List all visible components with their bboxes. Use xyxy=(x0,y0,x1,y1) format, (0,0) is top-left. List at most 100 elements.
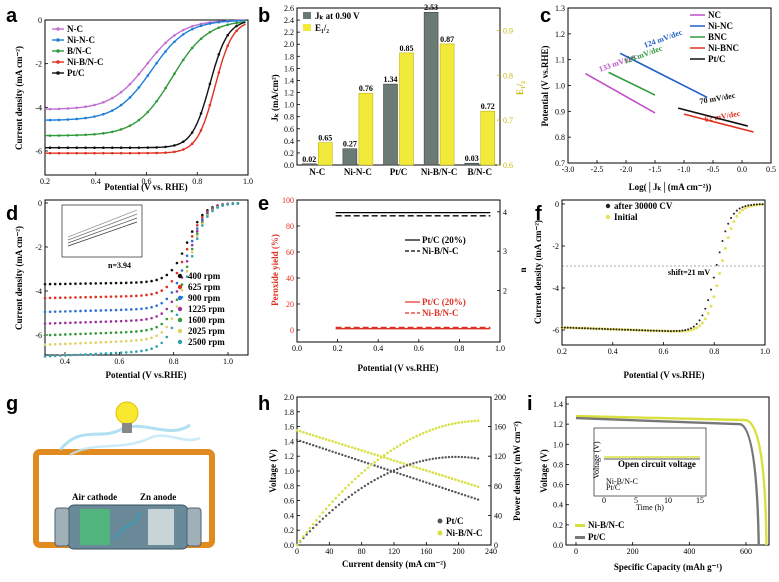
panel-h-y2tick-label: 200 xyxy=(494,393,506,402)
voltage-point-pt xyxy=(328,449,331,452)
power-point-pt xyxy=(415,461,418,464)
data-point-after xyxy=(695,323,698,326)
data-label-jk: 0.02 xyxy=(302,155,316,164)
panel-b-y2tick-label: 0.7 xyxy=(503,116,513,125)
power-point-ni xyxy=(353,477,357,481)
data-point xyxy=(170,300,174,304)
data-point xyxy=(93,115,96,118)
panel-c: -3.0 -2.5 -2.0 -1.5 -1.0 -0.5 0.0 0.5 1.3 1.2 1.1 1… xyxy=(540,4,776,193)
data-point xyxy=(119,90,123,94)
data-point xyxy=(94,309,98,312)
panel-e-frame xyxy=(296,199,501,343)
data-point xyxy=(114,340,118,343)
data-point xyxy=(199,128,203,132)
data-point xyxy=(181,58,185,62)
data-point xyxy=(190,235,194,238)
legend-label: 900 rpm xyxy=(188,293,221,303)
panel-i-ytick-label: 0.6 xyxy=(553,481,563,490)
data-point xyxy=(195,229,199,233)
voltage-point-ni xyxy=(389,458,393,461)
power-point-ni xyxy=(437,425,441,429)
power-point-ni xyxy=(376,458,380,462)
voltage-point-ni xyxy=(337,442,341,445)
panel-e-y2label: n xyxy=(518,267,528,272)
data-point xyxy=(53,333,57,337)
data-point xyxy=(160,341,164,345)
data-point xyxy=(114,320,118,323)
data-point xyxy=(66,151,70,155)
data-point xyxy=(190,254,194,258)
power-point-ni xyxy=(315,518,318,522)
data-point xyxy=(150,316,153,320)
data-point xyxy=(155,61,158,65)
power-point-pt xyxy=(444,456,447,459)
data-point xyxy=(69,353,72,357)
legend-label: BNC xyxy=(708,32,727,42)
data-point xyxy=(74,353,77,357)
data-point xyxy=(129,330,133,334)
voltage-point-ni xyxy=(395,460,399,463)
panel-i-xtick-label: 0 xyxy=(574,547,578,556)
voltage-point-pt xyxy=(386,468,389,471)
panel-c-ytick-label: 0.8 xyxy=(555,133,565,142)
panel-f-xtick-label: 0.4 xyxy=(608,347,618,356)
data-point xyxy=(217,26,221,29)
legend-e12: E₁/₂ xyxy=(315,23,329,33)
data-point xyxy=(48,310,52,314)
power-point-ni xyxy=(457,421,460,424)
curve-ninc xyxy=(44,19,246,121)
data-point xyxy=(185,275,189,279)
panel-d-xtick-label: 0.4 xyxy=(60,357,70,366)
power-point-pt xyxy=(396,467,399,471)
data-point xyxy=(201,215,204,219)
data-point xyxy=(164,151,167,154)
data-point xyxy=(53,342,57,346)
panel-f-ytick-label: -2 xyxy=(552,242,559,251)
data-point xyxy=(79,309,82,313)
legend-f-after: after 30000 CV xyxy=(614,201,673,211)
data-point xyxy=(137,118,141,122)
data-point xyxy=(66,107,70,110)
panel-c-ytick-label: 1.3 xyxy=(555,4,565,13)
data-point xyxy=(150,347,153,350)
voltage-point-ni xyxy=(399,461,402,464)
data-point xyxy=(129,339,133,343)
legend-e-top-ni: Ni-B/N-C xyxy=(422,246,459,256)
data-label-jk: 0.03 xyxy=(465,154,479,163)
category-label: N-C xyxy=(309,167,325,177)
panel-f-ytick-label: 0 xyxy=(555,200,559,209)
data-point xyxy=(160,289,164,292)
power-point-ni xyxy=(467,420,470,423)
panel-letter-c: c xyxy=(540,5,551,27)
data-point-initial xyxy=(735,214,739,218)
data-point xyxy=(226,33,229,37)
data-point xyxy=(64,321,67,325)
data-point xyxy=(190,250,194,254)
data-point-initial xyxy=(743,206,747,210)
panel-h-xtick-label: 200 xyxy=(453,547,465,556)
voltage-point-pt xyxy=(295,438,299,442)
panel-e-ytick-label: 40 xyxy=(286,274,294,283)
power-point-ni xyxy=(337,493,341,497)
data-point xyxy=(140,307,143,311)
panel-c-xtick-label: 0.5 xyxy=(766,165,776,174)
legend-label: Pt/C xyxy=(67,68,85,78)
power-point-pt xyxy=(418,460,422,463)
data-point xyxy=(69,282,72,286)
data-point xyxy=(102,132,105,135)
power-point-pt xyxy=(460,455,464,459)
panel-e-ytick-label: 20 xyxy=(286,300,294,309)
data-point xyxy=(93,132,96,136)
tafel-slope-label: 128 mV/dec xyxy=(623,44,664,66)
tafel-slope-label: 70 mV/dec xyxy=(699,91,737,106)
panel-a-ytick-label: -2 xyxy=(35,60,42,69)
data-point-after xyxy=(712,276,715,279)
panel-h-ytick-label: 1.0 xyxy=(284,467,294,476)
panel-f-xtick-label: 0.8 xyxy=(709,347,719,356)
data-point xyxy=(79,296,82,299)
data-point xyxy=(190,247,194,251)
data-point xyxy=(181,28,185,32)
panel-h-xlabel: Current density (mA cm⁻²) xyxy=(342,559,446,569)
panel-a-xtick-label: 0.4 xyxy=(91,177,101,186)
power-point-pt xyxy=(376,477,380,480)
